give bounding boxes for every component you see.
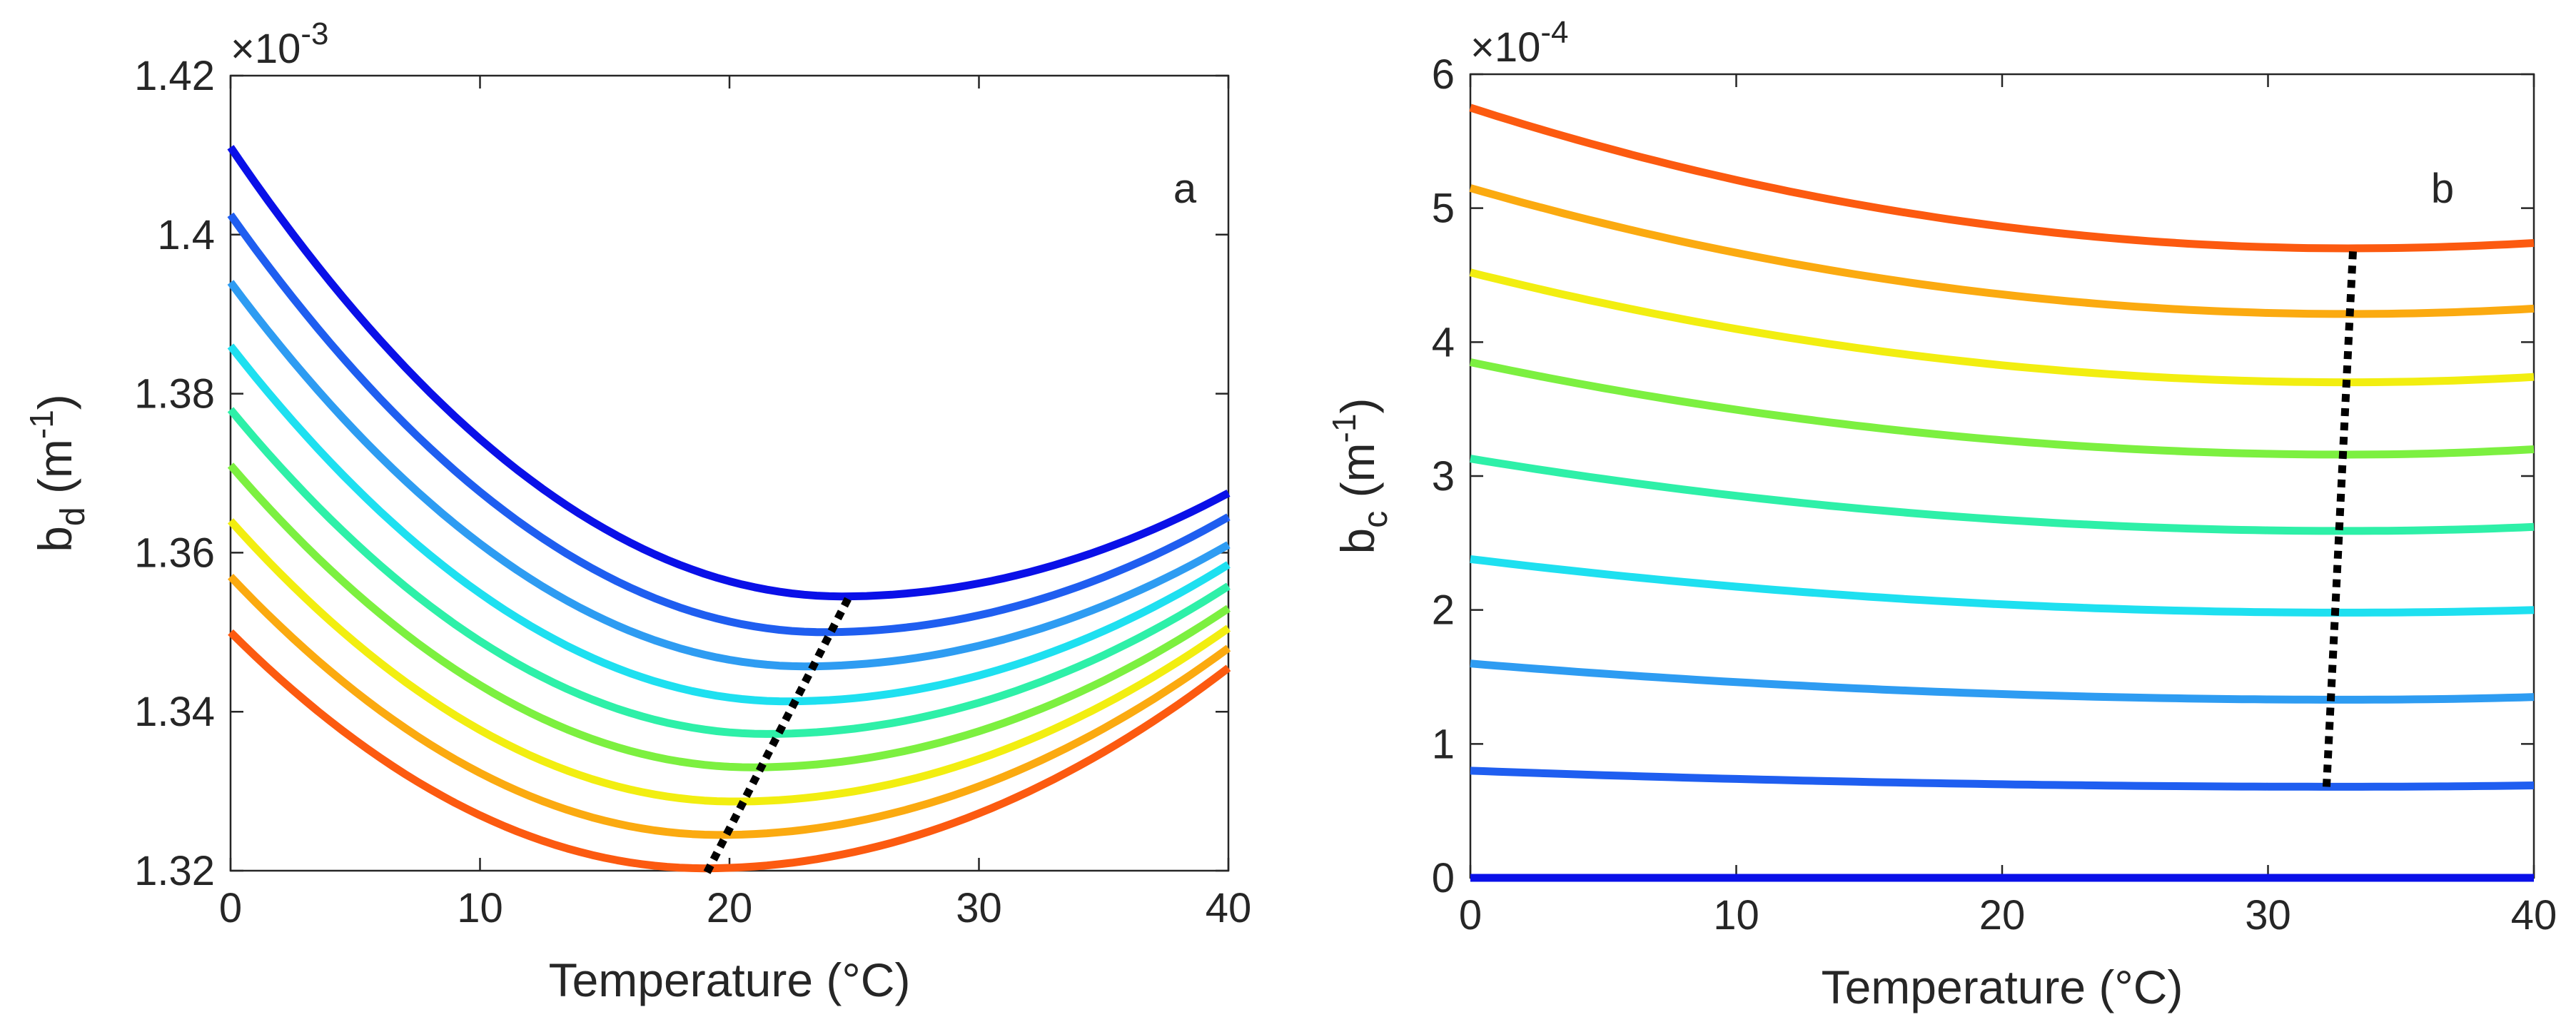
y-label-superscript: -1 [1325, 414, 1363, 443]
multiplier-exponent: -3 [300, 16, 328, 51]
series-line-curve-3 [1470, 659, 2535, 704]
series-line-curve-4 [1470, 555, 2535, 617]
y-tick-label: 1.36 [134, 530, 215, 576]
series-line-curve-3 [227, 280, 1231, 671]
x-tick-label: 40 [2511, 892, 2557, 939]
series-line-curve-9 [1469, 103, 2535, 253]
series-line-curve-6 [1469, 358, 2535, 459]
series-line-curve-7 [227, 518, 1231, 806]
x-axis-label: Temperature (°C) [1822, 961, 2183, 1013]
y-tick-label: 2 [1432, 587, 1455, 634]
x-tick-label: 0 [219, 885, 242, 931]
y-label-subscript: c [1357, 511, 1395, 528]
y-label-unit-close: ) [1331, 398, 1384, 414]
y-tick-label: 1.38 [134, 371, 215, 418]
y-axis-multiplier: ×10-3 [231, 16, 329, 72]
y-tick-label: 1 [1432, 721, 1455, 767]
series-line-curve-4 [227, 343, 1231, 706]
x-tick-label: 10 [1713, 892, 1759, 939]
y-tick-label: 6 [1432, 51, 1455, 98]
series-line-curve-7 [1469, 268, 2535, 387]
y-tick-label: 4 [1432, 319, 1455, 365]
series-line-curve-6 [227, 462, 1231, 772]
y-tick-label: 1.42 [134, 53, 215, 99]
series-line-curve-9 [228, 629, 1231, 873]
x-tick-label: 30 [2245, 892, 2291, 939]
y-tick-label: 0 [1432, 855, 1455, 901]
x-tick-label: 0 [1459, 892, 1482, 939]
y-axis-label: bd (m-1) [23, 394, 92, 552]
y-label-base: b [1331, 528, 1384, 555]
minimum-temperature-line [703, 595, 853, 874]
x-tick-label: 30 [956, 885, 1002, 931]
series-line-curve-8 [1469, 184, 2535, 318]
series-line-curve-1 [227, 145, 1231, 601]
y-label-unit-open: (m [1331, 442, 1384, 510]
x-tick-label: 40 [1206, 885, 1252, 931]
panel-label: b [2431, 166, 2454, 212]
y-tick-label: 1.32 [134, 848, 215, 894]
y-tick-label: 1.4 [157, 212, 215, 258]
x-tick-label: 20 [1979, 892, 2026, 939]
plot-area-frame [1469, 73, 2535, 879]
x-tick-label: 10 [457, 885, 503, 931]
multiplier-prefix: ×10 [231, 26, 300, 72]
y-axis-multiplier: ×10-4 [1470, 15, 1569, 71]
series-line-curve-2 [227, 212, 1231, 637]
multiplier-exponent: -4 [1540, 15, 1568, 50]
y-tick-label: 5 [1432, 186, 1455, 232]
y-label-unit-open: (m [29, 439, 81, 507]
x-tick-label: 20 [707, 885, 753, 931]
minimum-temperature-line [2322, 248, 2358, 787]
y-label-superscript: -1 [23, 410, 60, 439]
x-axis-label: Temperature (°C) [549, 953, 911, 1006]
panel-label: a [1173, 166, 1197, 212]
y-label-subscript: d [54, 507, 92, 526]
y-tick-label: 3 [1432, 453, 1455, 500]
series-line-curve-5 [1470, 455, 2535, 535]
panel-a: 0 10 20 30 40 1.32 1.34 1.36 1.38 1.4 1.42 a ×10-3 Te… [23, 16, 1251, 1006]
plot-area-frame [229, 74, 1230, 872]
series-line-curve-2 [1470, 767, 2535, 791]
y-label-unit-close: ) [29, 394, 81, 410]
y-axis-label: bc (m-1) [1325, 398, 1395, 555]
multiplier-prefix: ×10 [1470, 24, 1540, 71]
series-line-curve-5 [227, 407, 1231, 738]
y-label-base: b [29, 526, 81, 552]
y-tick-label: 1.34 [134, 689, 215, 735]
